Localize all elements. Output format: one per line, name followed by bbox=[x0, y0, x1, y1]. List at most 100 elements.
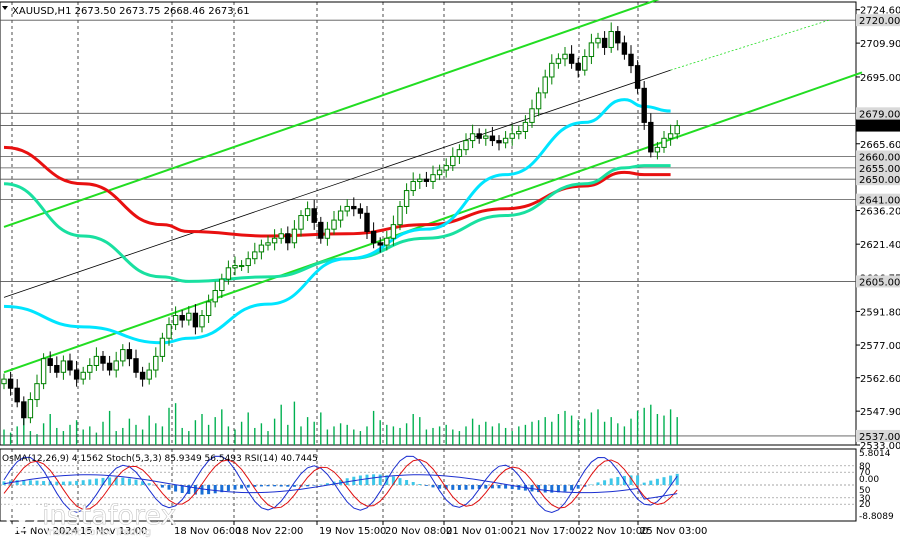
candle-body bbox=[634, 65, 641, 89]
candle-body bbox=[344, 205, 350, 212]
candle-body bbox=[106, 362, 113, 371]
candle-body bbox=[199, 315, 205, 328]
candle-body bbox=[100, 355, 106, 364]
channel-upper-line bbox=[3, 0, 660, 228]
candle-body bbox=[674, 125, 680, 135]
trend-channel bbox=[3, 0, 863, 374]
candles bbox=[1, 22, 680, 426]
candle-body bbox=[311, 208, 317, 223]
sma-green-line bbox=[3, 164, 671, 283]
candle-body bbox=[575, 62, 581, 71]
time-tick-label: 15 Nov 13:00 bbox=[80, 526, 147, 537]
candle-body bbox=[318, 221, 324, 239]
indicator-scale-label: 80 bbox=[859, 462, 871, 472]
candle-body bbox=[153, 355, 159, 371]
candle-body bbox=[450, 155, 456, 167]
candle-body bbox=[423, 178, 430, 182]
candle-body bbox=[397, 205, 403, 226]
candle-body bbox=[555, 58, 562, 64]
candle-body bbox=[324, 228, 331, 239]
indicator-scale-label: -8.8089 bbox=[859, 512, 894, 522]
price-tick-label: 2562.60 bbox=[860, 374, 900, 385]
level-price-tag bbox=[856, 173, 900, 186]
watermark-brand: instaforex bbox=[42, 500, 176, 531]
candle-body bbox=[489, 135, 496, 142]
chart-title: XAUUSD,H1 2673.50 2673.75 2668.46 2673.6… bbox=[12, 6, 250, 17]
candle-body bbox=[285, 233, 291, 244]
candle-body bbox=[60, 360, 67, 373]
current-price-label: 2673.61 bbox=[859, 122, 900, 133]
candle-body bbox=[549, 62, 555, 78]
level-price-tag bbox=[856, 275, 900, 288]
candle-body bbox=[661, 137, 667, 148]
watermark: instaforex Instant Forex Trading bbox=[5, 498, 177, 538]
watermark-tagline: Instant Forex Trading bbox=[46, 527, 151, 538]
candle-body bbox=[542, 76, 548, 94]
candle-body bbox=[476, 133, 482, 139]
candle-body bbox=[232, 265, 238, 269]
candle-body bbox=[417, 178, 423, 182]
candle-body bbox=[252, 251, 258, 260]
candle-body bbox=[562, 53, 568, 60]
candle-body bbox=[172, 315, 179, 326]
stoch-main-line bbox=[3, 455, 678, 514]
indicator-scale-label: 30 bbox=[859, 494, 871, 504]
candle-body bbox=[641, 87, 647, 123]
candle-body bbox=[595, 37, 601, 44]
candle-body bbox=[608, 31, 614, 48]
candle-body bbox=[80, 371, 86, 380]
candle-body bbox=[469, 133, 476, 142]
level-price-label: 2537.00 bbox=[859, 432, 900, 443]
channel-mid-extension bbox=[670, 19, 830, 71]
instaforex-logo-icon bbox=[5, 498, 39, 532]
level-price-tag bbox=[856, 161, 900, 174]
time-tick-label: 22 Nov 10:00 bbox=[581, 526, 648, 537]
candle-body bbox=[601, 37, 608, 48]
grid bbox=[0, 1, 857, 522]
indicator-scale-label: 70 bbox=[859, 468, 871, 478]
rsi-line bbox=[3, 474, 678, 500]
level-price-label: 2641.00 bbox=[859, 196, 900, 207]
candle-body bbox=[47, 358, 53, 366]
collapse-triangle-icon[interactable] bbox=[2, 6, 8, 10]
moving-averages bbox=[3, 98, 671, 345]
sma-cyan-line bbox=[3, 98, 671, 345]
candle-body bbox=[357, 208, 364, 214]
level-price-label: 2655.00 bbox=[859, 164, 900, 175]
candle-body bbox=[54, 364, 60, 373]
candle-body bbox=[146, 369, 152, 380]
price-tick-label: 2591.80 bbox=[860, 307, 900, 318]
candle-body bbox=[370, 230, 377, 244]
level-price-tag bbox=[856, 429, 900, 442]
candle-body bbox=[351, 205, 357, 210]
candle-body bbox=[443, 165, 449, 171]
candle-body bbox=[568, 53, 575, 64]
candle-body bbox=[483, 135, 489, 139]
candle-body bbox=[238, 265, 245, 268]
current-price-tag bbox=[856, 119, 900, 132]
level-price-tag bbox=[856, 193, 900, 206]
candle-body bbox=[331, 219, 337, 230]
candle-body bbox=[7, 378, 14, 389]
candle-body bbox=[436, 169, 443, 176]
candle-body bbox=[67, 360, 73, 371]
level-price-label: 2660.00 bbox=[859, 152, 900, 163]
level-price-label: 2679.00 bbox=[859, 109, 900, 120]
candle-body bbox=[298, 215, 304, 230]
indicator-header: OsMA(12,26,9) 4.1562 Stoch(5,3,3) 85.934… bbox=[2, 454, 318, 464]
candle-body bbox=[337, 210, 344, 221]
indicator-scale-label: 5.8014 bbox=[859, 449, 891, 459]
candle-body bbox=[615, 31, 621, 44]
candle-body bbox=[219, 278, 225, 292]
level-price-tag bbox=[856, 150, 900, 163]
candle-body bbox=[278, 233, 284, 239]
indicator-scale-label: 0.00 bbox=[859, 475, 879, 485]
candle-body bbox=[73, 369, 80, 380]
candle-body bbox=[588, 42, 595, 58]
candle-body bbox=[628, 53, 634, 67]
price-tick-label: 2533.00 bbox=[860, 441, 900, 452]
candle-body bbox=[529, 108, 535, 123]
candle-body bbox=[377, 242, 383, 246]
